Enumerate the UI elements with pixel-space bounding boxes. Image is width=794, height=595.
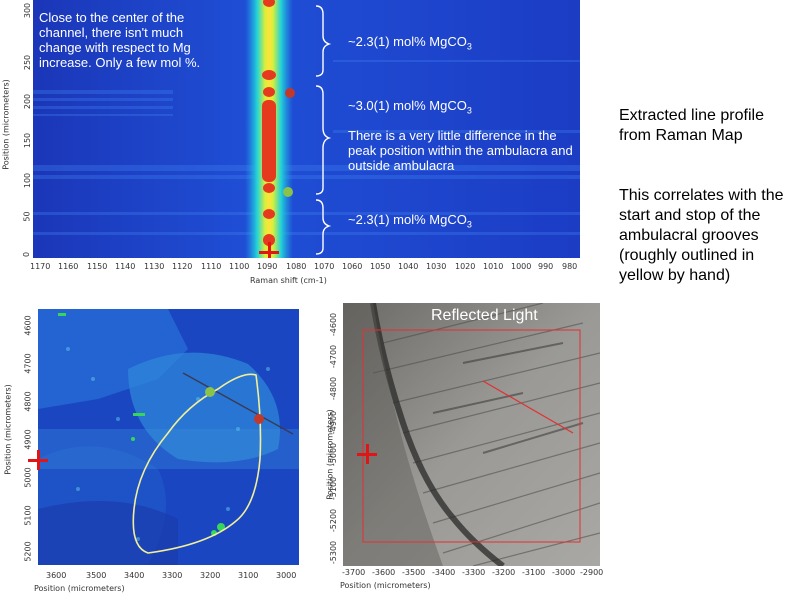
top-region-label: ~2.3(1) mol% MgCO3 <box>348 34 472 55</box>
extracted-profile-title: Extracted line profile from Raman Map <box>619 107 764 144</box>
x-tick: 990 <box>538 262 554 271</box>
green-marker-dot <box>205 387 215 397</box>
y-tick: -4900 <box>329 410 339 435</box>
y-tick: 150 <box>23 132 33 149</box>
y-tick: -5100 <box>329 476 339 501</box>
x-tick: 3500 <box>86 571 107 580</box>
top-region-text: ~2.3(1) mol% MgCO <box>348 34 467 49</box>
x-tick: -3700 <box>342 568 366 577</box>
x-tick: -3400 <box>432 568 456 577</box>
y-tick: 4600 <box>23 315 33 336</box>
top-map-x-axis-title: Raman shift (cm-1) <box>250 276 327 285</box>
x-tick: 1120 <box>172 262 193 271</box>
x-tick: 1100 <box>229 262 250 271</box>
subscript: 3 <box>466 41 472 52</box>
x-tick: -3200 <box>492 568 516 577</box>
x-tick: 1130 <box>144 262 165 271</box>
x-tick: 1140 <box>115 262 136 271</box>
y-tick: -5000 <box>329 442 339 467</box>
y-tick: 5000 <box>23 467 33 488</box>
x-tick: 1110 <box>201 262 222 271</box>
mid-region-text: ~3.0(1) mol% MgCO <box>348 98 467 113</box>
y-tick: 4700 <box>23 353 33 374</box>
peak-position-note: There is a very little difference in the… <box>348 128 573 173</box>
red-marker-dot <box>254 414 264 424</box>
y-tick: 4800 <box>23 391 33 412</box>
x-tick: -3100 <box>522 568 546 577</box>
y-tick: 50 <box>22 211 32 222</box>
area-map-graphic <box>38 309 299 565</box>
x-tick: 1150 <box>87 262 108 271</box>
x-tick: -2900 <box>580 568 604 577</box>
y-tick: -4600 <box>329 312 339 337</box>
red-crosshair-marker <box>357 444 377 464</box>
x-tick: 3600 <box>46 571 67 580</box>
x-tick: 1080 <box>286 262 307 271</box>
x-tick: 3400 <box>124 571 145 580</box>
x-tick: 3200 <box>200 571 221 580</box>
x-tick: 1000 <box>511 262 532 271</box>
y-tick: -4800 <box>329 376 339 401</box>
bottom-right-x-axis-title: Position (micrometers) <box>340 581 431 590</box>
red-marker-dot <box>285 88 295 98</box>
area-raman-map-panel: Position (micrometers) 4600 4700 4800 49… <box>0 305 310 595</box>
x-tick: 1090 <box>257 262 278 271</box>
x-tick: 980 <box>562 262 578 271</box>
x-tick: 1050 <box>370 262 391 271</box>
center-channel-note: Close to the center of the channel, ther… <box>39 10 201 70</box>
x-tick: -3300 <box>462 568 486 577</box>
y-tick: 0 <box>22 251 32 258</box>
x-tick: 1030 <box>426 262 447 271</box>
x-tick: 3100 <box>238 571 259 580</box>
red-crosshair-marker <box>259 242 279 258</box>
raman-map-panel: Position (micrometers) 300 250 200 150 1… <box>0 0 582 290</box>
y-tick: -4700 <box>329 344 339 369</box>
y-tick: 5200 <box>23 541 33 562</box>
bottom-region-label: ~2.3(1) mol% MgCO3 <box>348 212 472 233</box>
reflected-light-panel: Position (micrometers) -4600 -4700 -4800… <box>318 300 608 595</box>
y-tick: 4900 <box>23 429 33 450</box>
x-tick: 3300 <box>162 571 183 580</box>
x-tick: 1160 <box>58 262 79 271</box>
correlation-description: This correlates with the start and stop … <box>619 187 784 284</box>
y-tick: 300 <box>23 2 33 19</box>
x-tick: 1070 <box>314 262 335 271</box>
green-marker-dot <box>283 187 293 197</box>
x-tick: -3000 <box>552 568 576 577</box>
y-tick: -5300 <box>329 540 339 565</box>
x-tick: 1020 <box>455 262 476 271</box>
subscript: 3 <box>466 219 472 230</box>
x-tick: 1170 <box>30 262 51 271</box>
x-tick: -3500 <box>402 568 426 577</box>
y-tick: -5200 <box>329 508 339 533</box>
raman-map-image: Close to the center of the channel, ther… <box>33 0 580 258</box>
y-tick: 100 <box>23 172 33 189</box>
area-map-image <box>38 309 299 565</box>
region-brackets <box>315 5 332 255</box>
y-tick: 250 <box>23 54 33 71</box>
bottom-region-text: ~2.3(1) mol% MgCO <box>348 212 467 227</box>
y-tick: 5100 <box>23 505 33 526</box>
red-crosshair-marker <box>28 450 48 470</box>
x-tick: 1010 <box>483 262 504 271</box>
x-tick: 3000 <box>276 571 297 580</box>
bottom-left-x-axis-title: Position (micrometers) <box>34 584 125 593</box>
bottom-left-y-axis-title: Position (micrometers) <box>3 384 13 475</box>
top-map-y-axis-title: Position (micrometers) <box>1 79 11 170</box>
raman-map-graphic <box>33 0 580 258</box>
reflected-light-title: Reflected Light <box>431 307 538 324</box>
reflected-light-graphic <box>343 303 600 566</box>
mid-region-label: ~3.0(1) mol% MgCO3 <box>348 98 472 119</box>
y-tick: 200 <box>23 93 33 110</box>
x-tick: 1040 <box>398 262 419 271</box>
subscript: 3 <box>466 105 472 116</box>
reflected-light-image: Reflected Light <box>343 303 600 566</box>
x-tick: 1060 <box>342 262 363 271</box>
x-tick: -3600 <box>372 568 396 577</box>
